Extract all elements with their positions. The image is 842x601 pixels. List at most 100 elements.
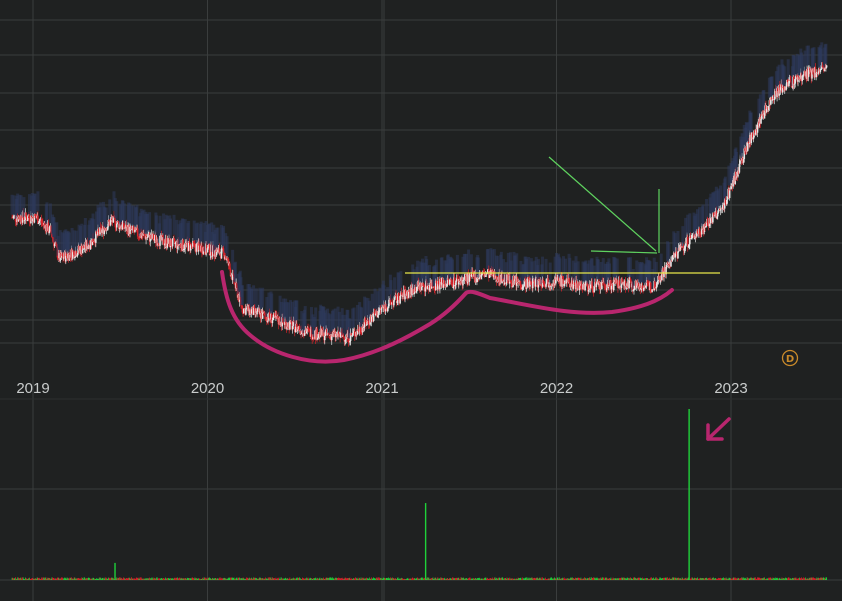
candle-body <box>670 260 672 267</box>
shadow-mark <box>286 302 290 323</box>
x-tick-label: 2022 <box>540 380 573 397</box>
candle-body <box>819 69 822 72</box>
shadow-mark <box>574 256 578 277</box>
candle-body <box>537 279 540 288</box>
candle-body <box>456 277 459 279</box>
candle-body <box>769 97 772 105</box>
candle-body <box>530 281 533 283</box>
shadow-mark <box>440 257 444 278</box>
candle-body <box>273 313 276 315</box>
candle-body <box>164 243 166 246</box>
shadow-mark <box>515 253 519 274</box>
candle-body <box>793 76 795 85</box>
candle-body <box>367 320 370 325</box>
candle-body <box>363 326 365 328</box>
candle-body <box>679 244 681 251</box>
candle-body <box>292 321 295 326</box>
shadow-mark <box>145 213 149 234</box>
shadow-mark <box>496 255 500 276</box>
candle-body <box>101 229 103 233</box>
candle-body <box>365 324 368 326</box>
candle-body <box>12 216 15 219</box>
candle-body <box>705 226 707 228</box>
candle-body <box>231 273 234 280</box>
shadow-mark <box>108 199 112 220</box>
candle-body <box>446 277 449 284</box>
shadow-mark <box>790 66 794 87</box>
shadow-mark <box>506 252 510 273</box>
shadow-mark <box>416 260 420 281</box>
candle-body <box>199 245 201 247</box>
candle-body <box>303 333 306 336</box>
candle-body <box>306 327 309 332</box>
shadow-mark <box>289 300 293 321</box>
candle-body <box>788 81 790 87</box>
candle-body <box>760 118 762 124</box>
candle-body <box>723 199 726 209</box>
candle-body <box>107 219 110 227</box>
shadow-mark <box>279 301 283 322</box>
candle-body <box>656 283 658 287</box>
candle-body <box>408 290 411 292</box>
candle-body <box>561 275 564 280</box>
shadow-mark <box>541 256 545 277</box>
candle-body <box>108 219 110 222</box>
shadow-mark <box>561 256 565 277</box>
candle-body <box>395 295 398 304</box>
shadow-mark <box>571 260 575 281</box>
candle-body <box>632 290 635 292</box>
shadow-mark <box>300 311 304 331</box>
x-tick-label: 2019 <box>16 380 49 397</box>
volume-bars <box>11 409 828 580</box>
candle-body <box>715 211 718 219</box>
candle-body <box>579 281 582 286</box>
candle-body <box>770 97 773 101</box>
candle-body <box>721 205 724 209</box>
candle-body <box>442 282 445 288</box>
candle-body <box>696 231 699 234</box>
candle-body <box>316 328 318 340</box>
candle-body <box>83 245 85 249</box>
candle-body <box>712 213 714 223</box>
shadow-mark <box>568 257 572 278</box>
candle-body <box>760 113 763 119</box>
candle-body <box>448 279 451 285</box>
interval-badge[interactable]: D <box>781 349 799 367</box>
candle-body <box>305 331 308 334</box>
candle-body <box>415 291 418 293</box>
candle-body <box>326 328 328 335</box>
shadow-mark <box>519 260 523 281</box>
candle-body <box>171 238 174 247</box>
candle-body <box>61 253 64 257</box>
candle-body <box>129 226 131 234</box>
candle-body <box>143 233 146 236</box>
candle-body <box>363 318 366 327</box>
candle-body <box>87 246 89 249</box>
candle-body <box>223 251 226 259</box>
candle-body <box>563 283 565 287</box>
candle-body <box>568 278 570 283</box>
candle-body <box>586 281 589 287</box>
candle-body <box>786 80 789 83</box>
candle-body <box>394 295 397 298</box>
candle-body <box>709 218 712 224</box>
shadow-mark <box>719 185 723 206</box>
candle-body <box>343 336 346 342</box>
candle-body <box>81 245 83 254</box>
candle-body <box>414 287 417 293</box>
shadow-mark <box>615 258 619 279</box>
shadow-mark <box>793 55 797 76</box>
shadow-mark <box>735 151 739 172</box>
shadow-mark <box>659 253 663 274</box>
shadow-mark <box>587 260 591 281</box>
candle-body <box>350 333 353 336</box>
candle-body <box>732 179 734 187</box>
candle-body <box>76 255 78 257</box>
candle-body <box>433 286 436 290</box>
shadow-mark <box>676 231 680 251</box>
shadow-mark <box>584 260 588 281</box>
candle-body <box>99 227 101 235</box>
shadow-mark <box>291 301 295 322</box>
shadow-mark <box>16 193 20 214</box>
candle-body <box>359 326 362 332</box>
